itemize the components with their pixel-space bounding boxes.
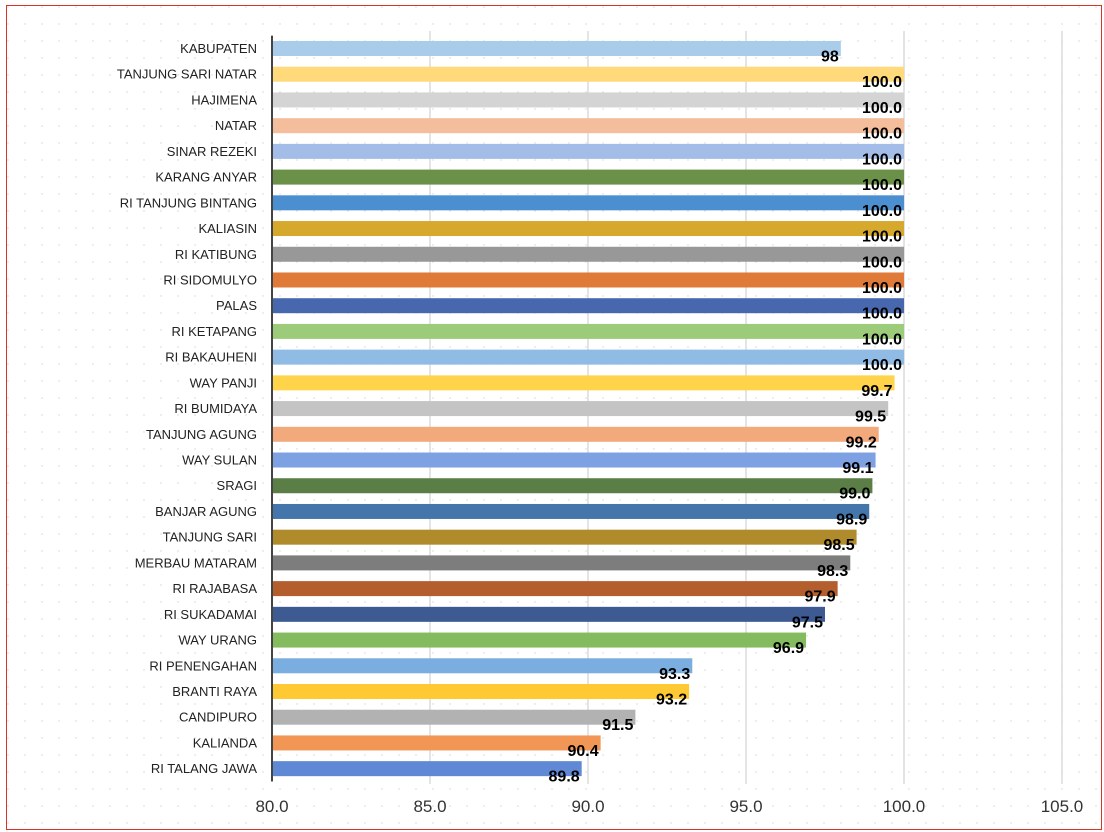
category-label: WAY SULAN [182,453,257,468]
category-label: BANJAR AGUNG [155,504,257,519]
category-labels: KABUPATEN TANJUNG SARI NATAR HAJIMENA NATAR… [117,41,257,776]
category-label: KALIASIN [198,221,257,236]
data-label: 100.0 [862,357,902,374]
category-label: WAY URANG [179,633,258,648]
data-labels: 98 100.0 100.0 100.0 100.0 100.0 100.0 100.0 100… [549,49,903,786]
bar [272,272,904,288]
bar [272,503,870,519]
data-label: 100.0 [862,177,902,194]
bar [272,195,904,211]
category-label: TANJUNG SARI [163,530,257,545]
bar [272,581,838,597]
data-label: 98.5 [823,537,854,554]
bar [272,606,825,622]
category-label: TANJUNG SARI NATAR [117,67,257,82]
category-label: SINAR REZEKI [167,144,257,159]
category-label: NATAR [215,118,257,133]
data-label: 99.1 [842,460,873,477]
bar [272,246,904,262]
category-label: RI KATIBUNG [175,247,257,262]
bar [272,684,690,699]
data-label: 100.0 [862,229,902,246]
x-tick-labels: 80.0 85.0 90.0 95.0 100.0 105.0 [255,797,1083,816]
x-tick-label: 80.0 [255,797,288,816]
x-tick-label: 95.0 [729,797,762,816]
category-label: SRAGI [217,478,257,493]
data-label: 93.2 [656,692,687,709]
data-label: 99.0 [839,486,870,503]
category-label: HAJIMENA [191,92,257,107]
data-label: 100.0 [862,331,902,348]
bar [272,632,807,648]
data-label: 96.9 [773,640,804,657]
category-label: KABUPATEN [180,41,257,56]
category-label: RI SIDOMULYO [163,272,257,287]
data-label: 99.5 [855,409,886,426]
data-label: 97.9 [804,589,835,606]
category-label: RI BAKAUHENI [165,350,257,365]
x-tick-label: 100.0 [883,797,926,816]
data-label: 99.7 [861,383,892,400]
data-label: 100.0 [862,203,902,220]
bar [272,375,895,391]
x-tick-label: 85.0 [413,797,446,816]
data-label: 89.8 [549,769,580,786]
data-label: 100.0 [862,74,902,91]
data-label: 99.2 [846,434,877,451]
bar [272,401,889,417]
data-label: 97.5 [792,614,823,631]
bar [272,709,636,725]
bar [272,169,904,185]
bar [272,761,582,777]
category-label: TANJUNG AGUNG [146,427,257,442]
data-label: 98.3 [817,563,848,580]
data-label: 98 [821,49,839,66]
bar [272,658,693,674]
bar [272,426,879,442]
category-label: RI PENENGAHAN [149,658,257,673]
data-label: 100.0 [862,254,902,271]
bar [272,735,601,751]
bar [272,41,841,56]
chart-frame: KABUPATEN TANJUNG SARI NATAR HAJIMENA NATAR… [6,5,1103,831]
bar [272,478,873,494]
data-label: 100.0 [862,151,902,168]
category-label: RI BUMIDAYA [174,401,257,416]
category-label: RI RAJABASA [172,581,257,596]
bar [272,221,904,237]
data-label: 100.0 [862,126,902,143]
bars [272,41,904,777]
category-label: WAY PANJI [190,375,257,390]
data-label: 93.3 [659,666,690,683]
data-label: 91.5 [602,717,633,734]
category-label: RI TALANG JAWA [151,761,258,776]
category-label: BRANTI RAYA [172,684,257,699]
bar [272,143,904,159]
bar [272,349,904,365]
bar [272,66,904,82]
category-label: RI KETAPANG [172,324,257,339]
bar [272,92,904,108]
bar [272,452,876,468]
category-label: KARANG ANYAR [155,170,257,185]
category-label: CANDIPURO [179,710,257,725]
data-label: 98.9 [836,511,867,528]
data-label: 100.0 [862,100,902,117]
data-label: 100.0 [862,280,902,297]
bar [272,323,904,339]
data-label: 90.4 [567,743,598,760]
data-label: 100.0 [862,306,902,323]
bar [272,298,904,314]
bar [272,529,857,545]
category-label: PALAS [216,298,257,313]
bar [272,118,904,134]
x-tick-label: 105.0 [1041,797,1084,816]
category-label: KALIANDA [193,735,258,750]
category-label: MERBAU MATARAM [135,555,257,570]
category-label: RI SUKADAMAI [164,607,257,622]
x-tick-label: 90.0 [571,797,604,816]
category-label: RI TANJUNG BINTANG [120,195,257,210]
bar-chart: KABUPATEN TANJUNG SARI NATAR HAJIMENA NATAR… [7,6,1103,831]
bar [272,555,851,571]
